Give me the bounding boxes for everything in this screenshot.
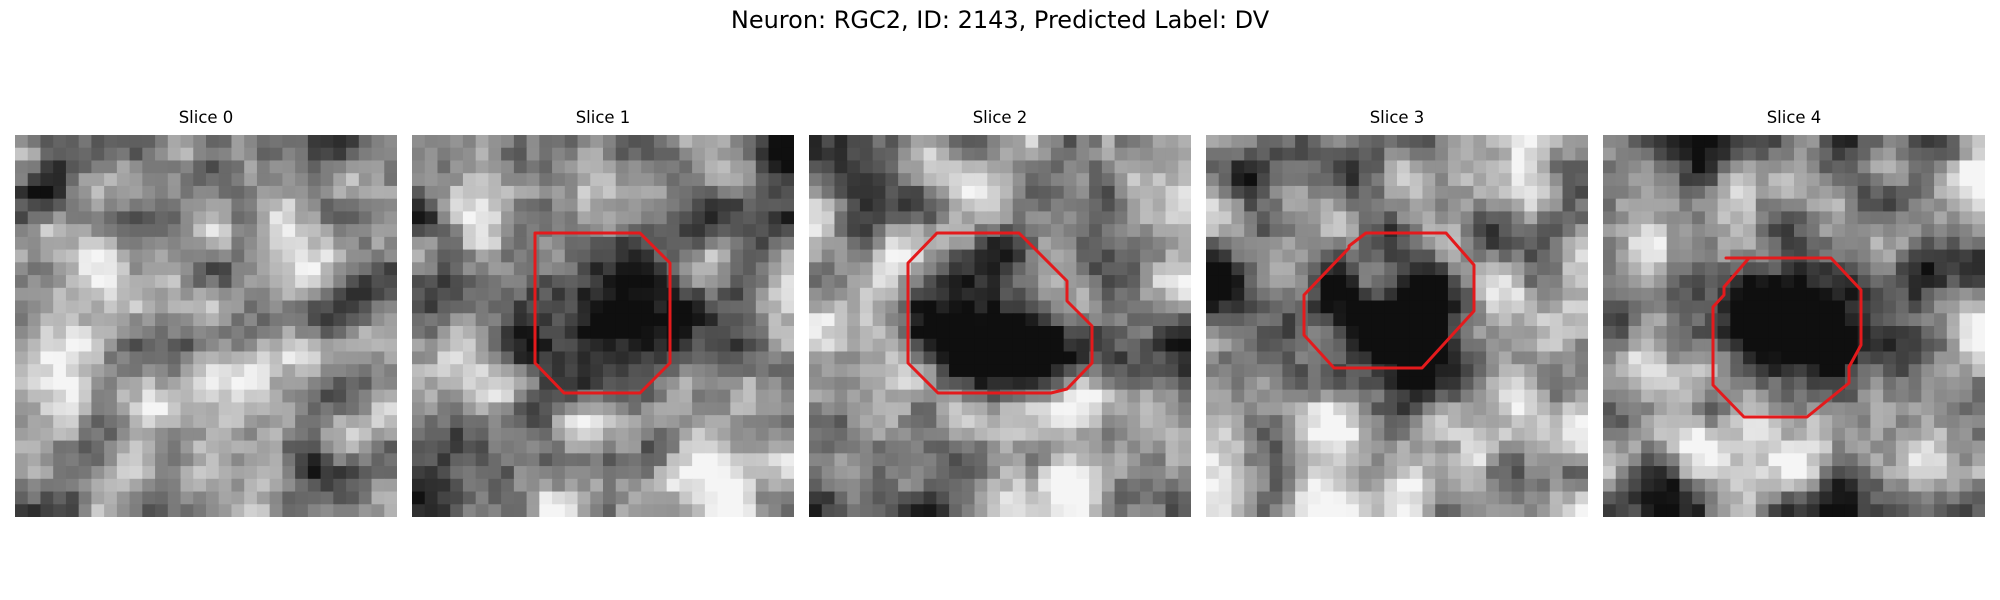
- slice-title: Slice 4: [1766, 108, 1822, 127]
- slice-title: Slice 3: [1369, 108, 1425, 127]
- roi-outline: [533, 231, 672, 395]
- roi-outline: [1302, 231, 1476, 370]
- slice-image: [809, 135, 1191, 517]
- slice-title: Slice 2: [972, 108, 1028, 127]
- slice-title: Slice 0: [178, 108, 234, 127]
- slice-image: [412, 135, 794, 517]
- slice-image: [15, 135, 397, 517]
- figure-title: Neuron: RGC2, ID: 2143, Predicted Label:…: [730, 6, 1270, 34]
- slice-image: [1603, 135, 1985, 517]
- slice-title: Slice 1: [575, 108, 631, 127]
- roi-outline: [906, 231, 1094, 395]
- roi-outline: [1711, 256, 1863, 419]
- slice-image: [1206, 135, 1588, 517]
